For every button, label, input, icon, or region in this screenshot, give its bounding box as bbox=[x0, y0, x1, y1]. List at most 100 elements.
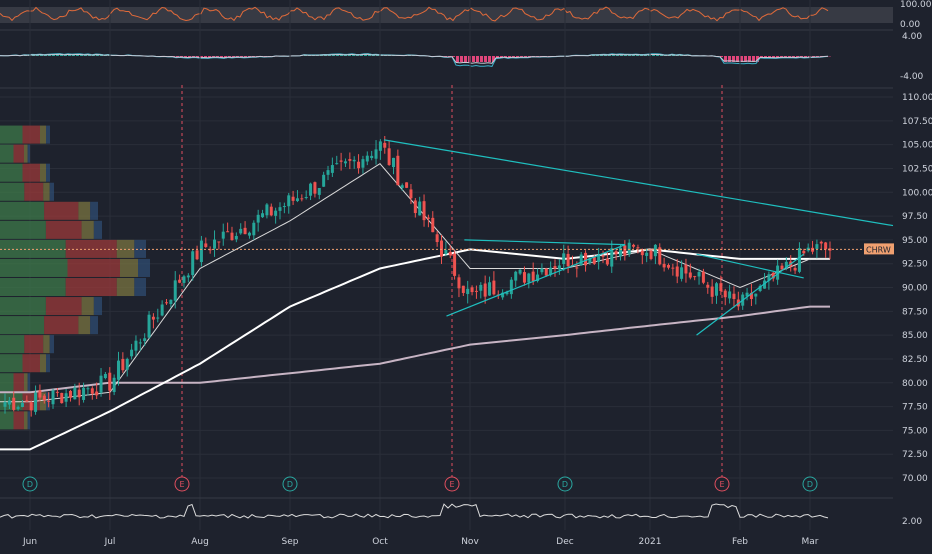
volume-profile-bar bbox=[44, 316, 78, 334]
candle-body bbox=[52, 390, 55, 404]
candle-body bbox=[615, 251, 618, 254]
time-tick-label: Mar bbox=[802, 537, 819, 547]
volume-profile-bar bbox=[0, 202, 44, 220]
time-tick-label: Oct bbox=[372, 537, 388, 547]
dividend-event-label: D bbox=[807, 480, 813, 489]
candle-body bbox=[667, 265, 670, 268]
time-tick-label: Jul bbox=[104, 537, 116, 547]
candle-body bbox=[340, 160, 343, 161]
candle-body bbox=[693, 276, 696, 277]
candle-body bbox=[174, 280, 177, 300]
candle-body bbox=[597, 256, 600, 262]
candle-body bbox=[73, 388, 76, 400]
price-tick-label: 102.50 bbox=[902, 164, 932, 174]
macd-bar bbox=[476, 56, 479, 62]
candle-body bbox=[449, 252, 452, 255]
candle-body bbox=[196, 250, 199, 259]
candle-body bbox=[292, 197, 295, 201]
candle-body bbox=[235, 236, 238, 239]
candle-body bbox=[558, 265, 561, 269]
trendline[interactable] bbox=[384, 140, 893, 226]
price-axis[interactable]: 110.00107.50105.00102.50100.0097.5095.00… bbox=[902, 93, 932, 484]
candle-body bbox=[514, 272, 517, 281]
trendline[interactable] bbox=[464, 240, 625, 245]
candle-body bbox=[43, 396, 46, 401]
candle-body bbox=[287, 195, 290, 206]
candle-body bbox=[78, 390, 81, 398]
candle-body bbox=[130, 350, 133, 357]
candle-body bbox=[182, 276, 185, 283]
candle-body bbox=[353, 160, 356, 161]
earnings-event-label: E bbox=[179, 480, 184, 489]
candle-body bbox=[121, 359, 124, 370]
volume-profile-bar bbox=[40, 126, 46, 144]
time-tick-label: Jun bbox=[22, 537, 37, 547]
price-tick-label: 85.00 bbox=[902, 331, 928, 341]
candle-body bbox=[523, 272, 526, 283]
macd-bar bbox=[464, 56, 467, 62]
candle-body bbox=[689, 272, 692, 277]
volume-profile-bar bbox=[23, 164, 41, 182]
candle-body bbox=[545, 269, 548, 276]
price-tick-label: 92.50 bbox=[902, 260, 928, 270]
volume-profile-bar bbox=[24, 183, 43, 201]
volume-profile-bar bbox=[78, 316, 90, 334]
candle-body bbox=[169, 300, 172, 304]
volume-profile-bar bbox=[0, 145, 14, 163]
candle-body bbox=[191, 251, 194, 275]
candle-body bbox=[479, 285, 482, 291]
ticker-label: CHRW bbox=[864, 243, 894, 254]
candle-body bbox=[423, 201, 426, 220]
candle-body bbox=[671, 268, 674, 269]
volume-profile-bar bbox=[50, 183, 54, 201]
price-tick-label: 75.00 bbox=[902, 426, 928, 436]
candle-body bbox=[226, 231, 229, 232]
macd-signal-line bbox=[0, 54, 828, 63]
ma-long-line bbox=[0, 307, 830, 393]
candle-body bbox=[104, 374, 107, 378]
candle-body bbox=[427, 218, 430, 219]
candle-body bbox=[187, 275, 190, 277]
volume-profile-bar bbox=[0, 278, 66, 296]
volume-profile-bar bbox=[0, 297, 46, 315]
volume-profile-bar bbox=[0, 183, 24, 201]
price-tick-label: 72.50 bbox=[902, 450, 928, 460]
candle-body bbox=[650, 251, 653, 259]
candle-body bbox=[396, 156, 399, 185]
candle-body bbox=[156, 318, 159, 319]
price-tick-label: 95.00 bbox=[902, 236, 928, 246]
candle-body bbox=[711, 287, 714, 297]
candle-body bbox=[248, 233, 251, 236]
candle-body bbox=[213, 240, 216, 249]
candle-body bbox=[623, 245, 626, 255]
dividend-event-label: D bbox=[562, 480, 568, 489]
macd-bar bbox=[472, 56, 475, 62]
macd-upper-label: 4.00 bbox=[902, 32, 922, 42]
price-tick-label: 77.50 bbox=[902, 403, 928, 413]
price-tick-label: 100.00 bbox=[902, 188, 932, 198]
price-tick-label: 80.00 bbox=[902, 379, 928, 389]
volume-profile-bar bbox=[46, 297, 82, 315]
macd-bar bbox=[488, 56, 491, 62]
candle-body bbox=[375, 149, 378, 158]
candle-body bbox=[602, 256, 605, 257]
earnings-event-label: E bbox=[449, 480, 454, 489]
price-tick-label: 110.00 bbox=[902, 93, 932, 103]
volume-profile-bar bbox=[94, 221, 102, 239]
candle-body bbox=[453, 254, 456, 276]
candle-body bbox=[108, 373, 111, 391]
candle-body bbox=[370, 156, 373, 158]
price-tick-label: 90.00 bbox=[902, 284, 928, 294]
candle-body bbox=[475, 291, 478, 292]
candle-body bbox=[628, 243, 631, 254]
rsi-panel: 100.00 0.00 bbox=[0, 0, 932, 30]
candle-body bbox=[706, 285, 709, 288]
candle-body bbox=[178, 280, 181, 283]
candle-body bbox=[165, 302, 168, 303]
candle-body bbox=[719, 283, 722, 291]
dividend-event-label: D bbox=[287, 480, 293, 489]
